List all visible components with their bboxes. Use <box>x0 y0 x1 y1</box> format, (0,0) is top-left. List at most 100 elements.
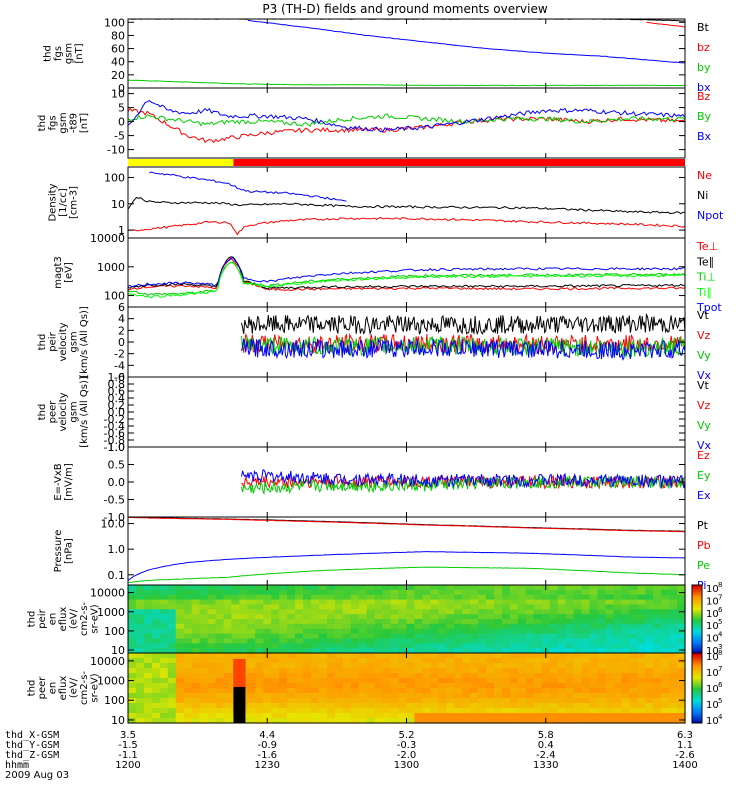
spectrogram-cell <box>279 633 288 640</box>
spectrogram-cell <box>494 698 503 704</box>
spectrogram-cell <box>454 594 463 601</box>
spectrogram-cell <box>494 614 503 620</box>
spectrogram-cell <box>135 708 145 714</box>
spectrogram-cell <box>350 663 360 669</box>
series-By-line <box>128 113 685 127</box>
spectrogram-cell <box>414 653 424 659</box>
spectrogram-cell <box>533 609 543 615</box>
spectrogram-cell <box>446 619 455 625</box>
spectrogram-cell <box>350 658 360 664</box>
spectrogram-cell <box>279 698 288 704</box>
spectrogram-cell <box>295 628 304 635</box>
spectrogram-cell <box>311 653 320 659</box>
spectrogram-cell <box>486 678 495 684</box>
spectrogram-cell <box>303 703 312 709</box>
spectrogram-cell <box>454 643 463 649</box>
y-tick-label: 100 <box>104 16 125 29</box>
y-axis-label: thd <box>37 334 48 351</box>
spectrogram-cell <box>669 585 678 591</box>
spectrogram-cell <box>271 614 280 620</box>
spectrogram-cell <box>509 703 519 709</box>
spectrogram-cell <box>207 648 217 654</box>
spectrogram-cell <box>470 688 479 694</box>
spectrogram-cell <box>350 589 360 596</box>
spectrogram-cell <box>207 643 217 649</box>
spectrogram-cell <box>517 648 527 654</box>
spectrogram-cell <box>326 673 336 679</box>
spectrogram-cell <box>255 698 264 704</box>
spectrogram-cell <box>279 688 288 694</box>
spectrogram-cell <box>422 708 431 714</box>
spectrogram-cell <box>430 673 439 679</box>
spectrogram-cell <box>470 594 479 601</box>
spectrogram-cell <box>191 628 201 635</box>
spectrogram-cell <box>653 599 662 606</box>
spectrogram-cell <box>279 653 288 659</box>
spectrogram-cell <box>167 619 177 625</box>
spectrogram-cell <box>318 668 328 674</box>
y-axis-label: fgs <box>53 46 64 61</box>
spectrogram-cell <box>509 653 519 659</box>
spectrogram-cell <box>549 609 559 615</box>
spectrogram-cell <box>509 599 519 606</box>
spectrogram-cell <box>151 619 161 625</box>
colorbar-tick-exponent: 7 <box>718 665 722 673</box>
spectrogram-cell <box>494 693 503 699</box>
spectrogram-cell <box>295 718 304 724</box>
spectrogram-cell <box>517 678 527 684</box>
spectrogram-cell <box>605 718 614 724</box>
spectrogram-cell <box>398 678 408 684</box>
spectrogram-cell <box>342 619 352 625</box>
spectrogram-cell <box>565 688 575 694</box>
spectrogram-cell <box>263 609 272 615</box>
spectrogram-cell <box>279 614 288 620</box>
spectrogram-cell <box>677 703 686 709</box>
y-axis-label: gsm <box>63 43 74 64</box>
spectrogram-cell <box>287 693 296 699</box>
spectrogram-cell <box>478 713 487 719</box>
spectrogram-cell <box>295 708 304 714</box>
spectrogram-cell <box>509 663 519 669</box>
spectrogram-cell <box>191 599 201 606</box>
spectrogram-cell <box>645 693 654 699</box>
spectrogram-cell <box>128 668 137 674</box>
spectrogram-cell <box>374 693 384 699</box>
spectrogram-cell <box>661 683 670 689</box>
spectrogram-cell <box>255 693 264 699</box>
spectrogram-cell <box>398 653 408 659</box>
spectrogram-cell <box>645 585 654 591</box>
spectrogram-cell <box>151 633 161 640</box>
spectrogram-cell <box>414 585 424 591</box>
spectrogram-cell <box>326 668 336 674</box>
spectrogram-cell <box>334 683 344 689</box>
spectrogram-cell <box>621 633 630 640</box>
spectrogram-cell <box>430 643 439 649</box>
spectrogram-cell <box>565 594 575 601</box>
spectrogram-cell <box>135 619 145 625</box>
spectrogram-cell <box>199 609 209 615</box>
spectrogram-cell <box>565 713 575 719</box>
spectrogram-cell <box>557 668 567 674</box>
spectrogram-cell <box>311 609 320 615</box>
spectrogram-cell <box>215 688 225 694</box>
spectrogram-cell <box>494 623 503 630</box>
spectrogram-cell <box>581 623 591 630</box>
spectrogram-cell <box>422 623 431 630</box>
spectrogram-cell <box>565 678 575 684</box>
spectrogram-cell <box>311 638 320 644</box>
spectrogram-cell <box>653 609 662 615</box>
spectrogram-cell <box>533 658 543 664</box>
spectrogram-cell <box>486 638 495 644</box>
spectrogram-cell <box>247 698 256 704</box>
spectrogram-cell <box>621 638 630 644</box>
spectrogram-cell <box>613 609 622 615</box>
spectrogram-cell <box>231 653 240 659</box>
spectrogram-cell <box>334 688 344 694</box>
spectrogram-cell <box>167 663 177 669</box>
spectrogram-cell <box>303 713 312 719</box>
spectrogram-cell <box>398 643 408 649</box>
legend-Te⊥: Te⊥ <box>696 240 718 253</box>
spectrogram-cell <box>629 633 638 640</box>
spectrogram-cell <box>303 628 312 635</box>
spectrogram-cell <box>645 619 654 625</box>
